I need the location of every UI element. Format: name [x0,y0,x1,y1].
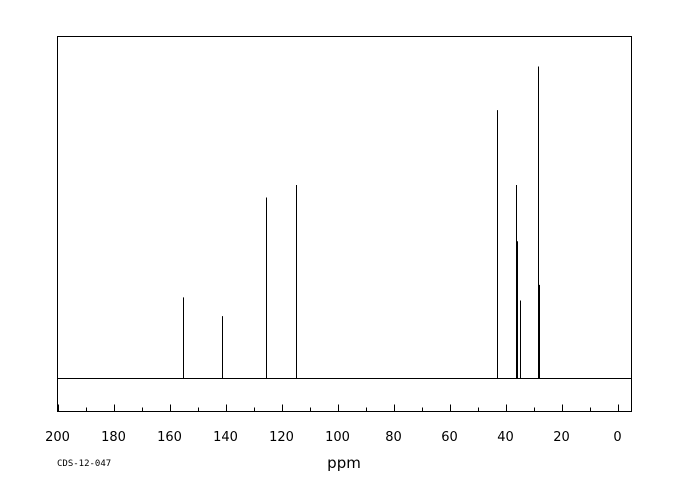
tick-label-140: 140 [213,430,238,445]
tick-label-60: 60 [441,430,458,445]
tick-label-160: 160 [157,430,182,445]
tick-label-100: 100 [325,430,350,445]
tick-label-0: 0 [613,430,621,445]
x-axis-tick-labels: 200 180 160 140 120 100 80 60 40 20 0 [45,430,622,445]
plot-frame [57,36,632,412]
tick-label-20: 20 [553,430,570,445]
tick-label-40: 40 [497,430,514,445]
tick-label-120: 120 [269,430,294,445]
x-axis-label: ppm [327,454,361,472]
tick-label-80: 80 [385,430,402,445]
peaks-group [183,66,540,379]
tick-label-200: 200 [45,430,70,445]
tick-label-180: 180 [101,430,126,445]
x-axis-ticks [58,404,619,412]
sample-code-label: CDS-12-047 [57,459,111,469]
